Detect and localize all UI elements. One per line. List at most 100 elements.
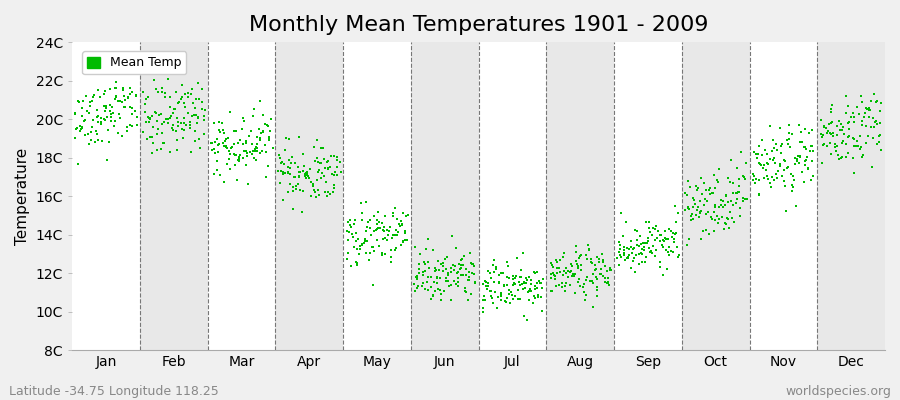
Point [483, 270, 498, 276]
Point [487, 278, 501, 285]
Point [564, 260, 579, 267]
Point [315, 170, 329, 176]
Point [436, 288, 451, 294]
Point [412, 270, 427, 276]
Point [782, 122, 796, 128]
Point [817, 123, 832, 129]
Point [158, 119, 172, 125]
Point [667, 236, 681, 242]
Point [854, 144, 868, 151]
Point [171, 100, 185, 106]
Point [307, 187, 321, 193]
Point [398, 228, 412, 234]
Point [492, 278, 507, 285]
Point [256, 129, 270, 135]
Point [658, 228, 672, 235]
Point [835, 127, 850, 133]
Point [140, 136, 154, 142]
Point [178, 121, 193, 128]
Point [516, 250, 530, 257]
Point [805, 127, 819, 133]
Point [805, 143, 819, 150]
Point [633, 233, 647, 239]
Point [343, 222, 357, 228]
Point [868, 119, 882, 125]
Point [236, 140, 250, 147]
Point [752, 143, 766, 149]
Point [117, 104, 131, 110]
Point [393, 218, 408, 224]
Point [730, 165, 744, 171]
Point [579, 292, 593, 298]
Point [712, 204, 726, 210]
Point [223, 109, 238, 115]
Point [612, 239, 626, 245]
Point [699, 198, 714, 204]
Point [566, 271, 580, 278]
Point [508, 293, 522, 300]
Point [230, 177, 244, 184]
Point [698, 211, 713, 218]
Point [142, 116, 157, 122]
Point [210, 135, 224, 142]
Point [787, 176, 801, 183]
Point [408, 244, 422, 250]
Point [272, 152, 286, 158]
Point [506, 295, 520, 302]
Point [549, 257, 563, 263]
Point [445, 233, 459, 240]
Point [426, 292, 440, 299]
Point [850, 104, 864, 110]
Point [622, 252, 636, 258]
Point [853, 93, 868, 100]
Point [791, 152, 806, 159]
Point [501, 291, 516, 298]
Point [232, 156, 247, 162]
Point [320, 158, 335, 164]
Point [109, 94, 123, 100]
Point [292, 134, 307, 140]
Point [302, 173, 316, 179]
Point [456, 262, 471, 268]
Point [455, 272, 470, 278]
Point [228, 152, 242, 158]
Point [845, 134, 859, 141]
Point [786, 187, 800, 194]
Point [500, 258, 514, 265]
Point [449, 270, 464, 276]
Point [112, 97, 126, 104]
Point [319, 179, 333, 185]
Point [561, 268, 575, 274]
Point [854, 154, 868, 160]
Point [475, 280, 490, 287]
Point [488, 288, 502, 295]
Point [130, 122, 145, 128]
Point [376, 236, 391, 242]
Point [304, 179, 319, 185]
Point [772, 162, 787, 169]
Point [752, 191, 766, 198]
Point [222, 151, 237, 158]
Point [847, 114, 861, 120]
Point [835, 124, 850, 130]
Point [686, 204, 700, 210]
Point [418, 286, 432, 292]
Point [581, 246, 596, 253]
Point [448, 263, 463, 269]
Point [263, 128, 277, 135]
Point [187, 104, 202, 111]
Point [641, 235, 655, 241]
Point [659, 247, 673, 254]
Point [433, 274, 447, 281]
Point [238, 140, 253, 146]
Point [353, 243, 367, 249]
Point [157, 139, 171, 146]
Point [825, 118, 840, 125]
Point [433, 287, 447, 293]
Point [421, 258, 436, 265]
Point [364, 244, 379, 250]
Point [181, 94, 195, 100]
Point [308, 189, 322, 196]
Point [678, 207, 692, 213]
Point [772, 160, 787, 167]
